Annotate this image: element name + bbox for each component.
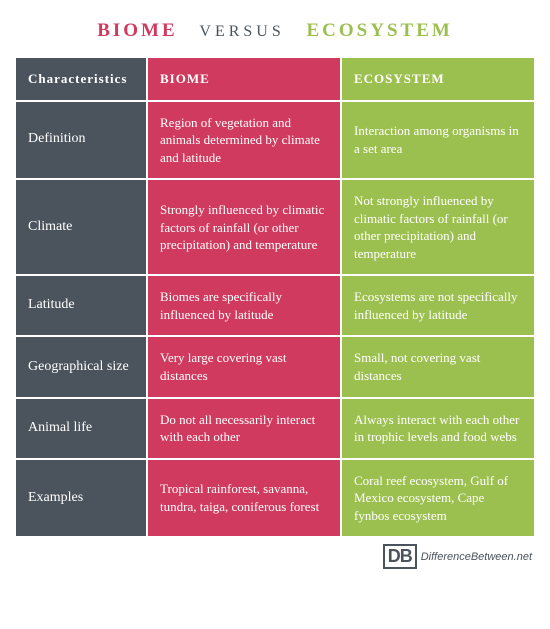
table-row: Animal lifeDo not all necessarily intera… [16,399,534,458]
row-biome-cell: Strongly influenced by climatic factors … [148,180,340,274]
title-left: BIOME [97,20,177,42]
row-ecosystem-cell: Ecosystems are not specifically influenc… [342,276,534,335]
row-characteristic: Definition [16,102,146,179]
footer-site: DifferenceBetween.net [421,551,532,563]
footer-logo: DB DifferenceBetween.net [383,544,532,569]
title-row: BIOME VERSUS ECOSYSTEM [14,12,536,56]
row-characteristic: Examples [16,460,146,537]
row-ecosystem-cell: Coral reef ecosystem, Gulf of Mexico eco… [342,460,534,537]
row-ecosystem-cell: Small, not covering vast distances [342,337,534,396]
title-versus: VERSUS [199,23,284,41]
footer-site-prefix: Difference [421,551,471,563]
row-ecosystem-cell: Always interact with each other in troph… [342,399,534,458]
row-ecosystem-cell: Not strongly influenced by climatic fact… [342,180,534,274]
row-biome-cell: Region of vegetation and animals determi… [148,102,340,179]
row-biome-cell: Very large covering vast distances [148,337,340,396]
row-characteristic: Animal life [16,399,146,458]
row-characteristic: Climate [16,180,146,274]
comparison-table: Characteristics BIOME ECOSYSTEM Definiti… [14,56,536,538]
header-characteristics: Characteristics [16,58,146,100]
table-header-row: Characteristics BIOME ECOSYSTEM [16,58,534,100]
row-ecosystem-cell: Interaction among organisms in a set are… [342,102,534,179]
table-row: ClimateStrongly influenced by climatic f… [16,180,534,274]
row-characteristic: Geographical size [16,337,146,396]
table-row: DefinitionRegion of vegetation and anima… [16,102,534,179]
footer-site-suffix: Between.net [471,551,532,563]
table-row: Geographical sizeVery large covering vas… [16,337,534,396]
logo-icon: DB [383,544,417,569]
table-row: LatitudeBiomes are specifically influenc… [16,276,534,335]
row-biome-cell: Do not all necessarily interact with eac… [148,399,340,458]
title-right: ECOSYSTEM [307,20,453,42]
row-biome-cell: Tropical rainforest, savanna, tundra, ta… [148,460,340,537]
row-biome-cell: Biomes are specifically influenced by la… [148,276,340,335]
header-ecosystem: ECOSYSTEM [342,58,534,100]
table-row: ExamplesTropical rainforest, savanna, tu… [16,460,534,537]
header-biome: BIOME [148,58,340,100]
row-characteristic: Latitude [16,276,146,335]
footer: DB DifferenceBetween.net [0,538,550,569]
comparison-container: BIOME VERSUS ECOSYSTEM Characteristics B… [0,0,550,538]
